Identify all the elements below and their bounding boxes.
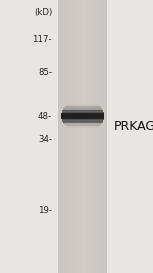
Bar	[65, 106, 100, 107]
Bar	[61, 0, 62, 273]
Bar	[69, 0, 70, 273]
Bar	[79, 0, 80, 273]
Bar	[99, 0, 100, 273]
Bar	[65, 124, 101, 126]
Bar	[65, 0, 66, 273]
Bar	[94, 0, 95, 273]
Bar	[72, 0, 73, 273]
Bar	[98, 0, 99, 273]
Bar	[104, 0, 105, 273]
Bar	[66, 126, 99, 127]
Text: 117-: 117-	[32, 35, 52, 44]
Bar	[70, 0, 71, 273]
Bar	[95, 0, 96, 273]
Bar	[63, 123, 102, 124]
Bar	[67, 127, 99, 128]
Bar	[103, 0, 104, 273]
Bar	[62, 118, 104, 119]
Bar	[64, 107, 101, 108]
Bar	[85, 0, 86, 273]
Bar	[61, 114, 104, 115]
Text: 19-: 19-	[38, 206, 52, 215]
Bar	[76, 0, 77, 273]
Bar	[92, 0, 93, 273]
Bar	[81, 0, 82, 273]
Bar	[61, 117, 104, 118]
Bar	[62, 113, 104, 114]
Bar	[82, 0, 83, 273]
Bar	[106, 0, 107, 273]
Bar	[63, 109, 103, 111]
Text: 34-: 34-	[38, 135, 52, 144]
Bar	[63, 122, 102, 123]
Bar	[90, 0, 91, 273]
Bar	[62, 110, 103, 111]
Bar	[61, 116, 104, 117]
Bar	[71, 0, 72, 273]
Bar	[67, 0, 68, 273]
Text: PRKAG1: PRKAG1	[114, 120, 153, 133]
Bar	[63, 121, 103, 123]
Bar	[88, 0, 89, 273]
Bar	[59, 0, 60, 273]
Bar	[58, 0, 59, 273]
Bar	[61, 117, 104, 118]
Bar	[89, 0, 90, 273]
Bar	[63, 0, 64, 273]
Bar	[91, 0, 92, 273]
Bar	[63, 108, 102, 109]
Bar	[62, 111, 103, 112]
Bar	[87, 0, 88, 273]
Bar	[64, 0, 65, 273]
Bar	[105, 0, 106, 273]
Bar	[73, 0, 74, 273]
Bar	[62, 119, 104, 120]
Bar	[80, 0, 81, 273]
Bar	[62, 120, 103, 121]
Bar	[64, 124, 101, 125]
Text: 85-: 85-	[38, 68, 52, 77]
Bar	[86, 0, 87, 273]
Bar	[93, 0, 94, 273]
Bar	[97, 0, 98, 273]
Bar	[62, 0, 63, 273]
Bar	[61, 114, 104, 115]
Bar	[66, 0, 67, 273]
Bar	[66, 105, 99, 106]
Bar	[65, 125, 100, 126]
Bar	[74, 0, 75, 273]
Bar	[67, 104, 99, 105]
Bar	[68, 0, 69, 273]
Bar	[75, 0, 76, 273]
Text: 48-: 48-	[38, 112, 52, 120]
Bar	[62, 112, 104, 113]
Bar	[100, 0, 101, 273]
Text: (kD): (kD)	[34, 8, 52, 17]
Bar	[96, 0, 97, 273]
Bar	[84, 0, 85, 273]
Bar	[65, 106, 101, 108]
Bar	[83, 0, 84, 273]
Bar	[77, 0, 78, 273]
Bar	[60, 0, 61, 273]
Bar	[78, 0, 79, 273]
Bar	[62, 121, 103, 122]
Bar	[63, 109, 102, 110]
Bar	[61, 115, 104, 116]
Bar	[102, 0, 103, 273]
Bar	[101, 0, 102, 273]
